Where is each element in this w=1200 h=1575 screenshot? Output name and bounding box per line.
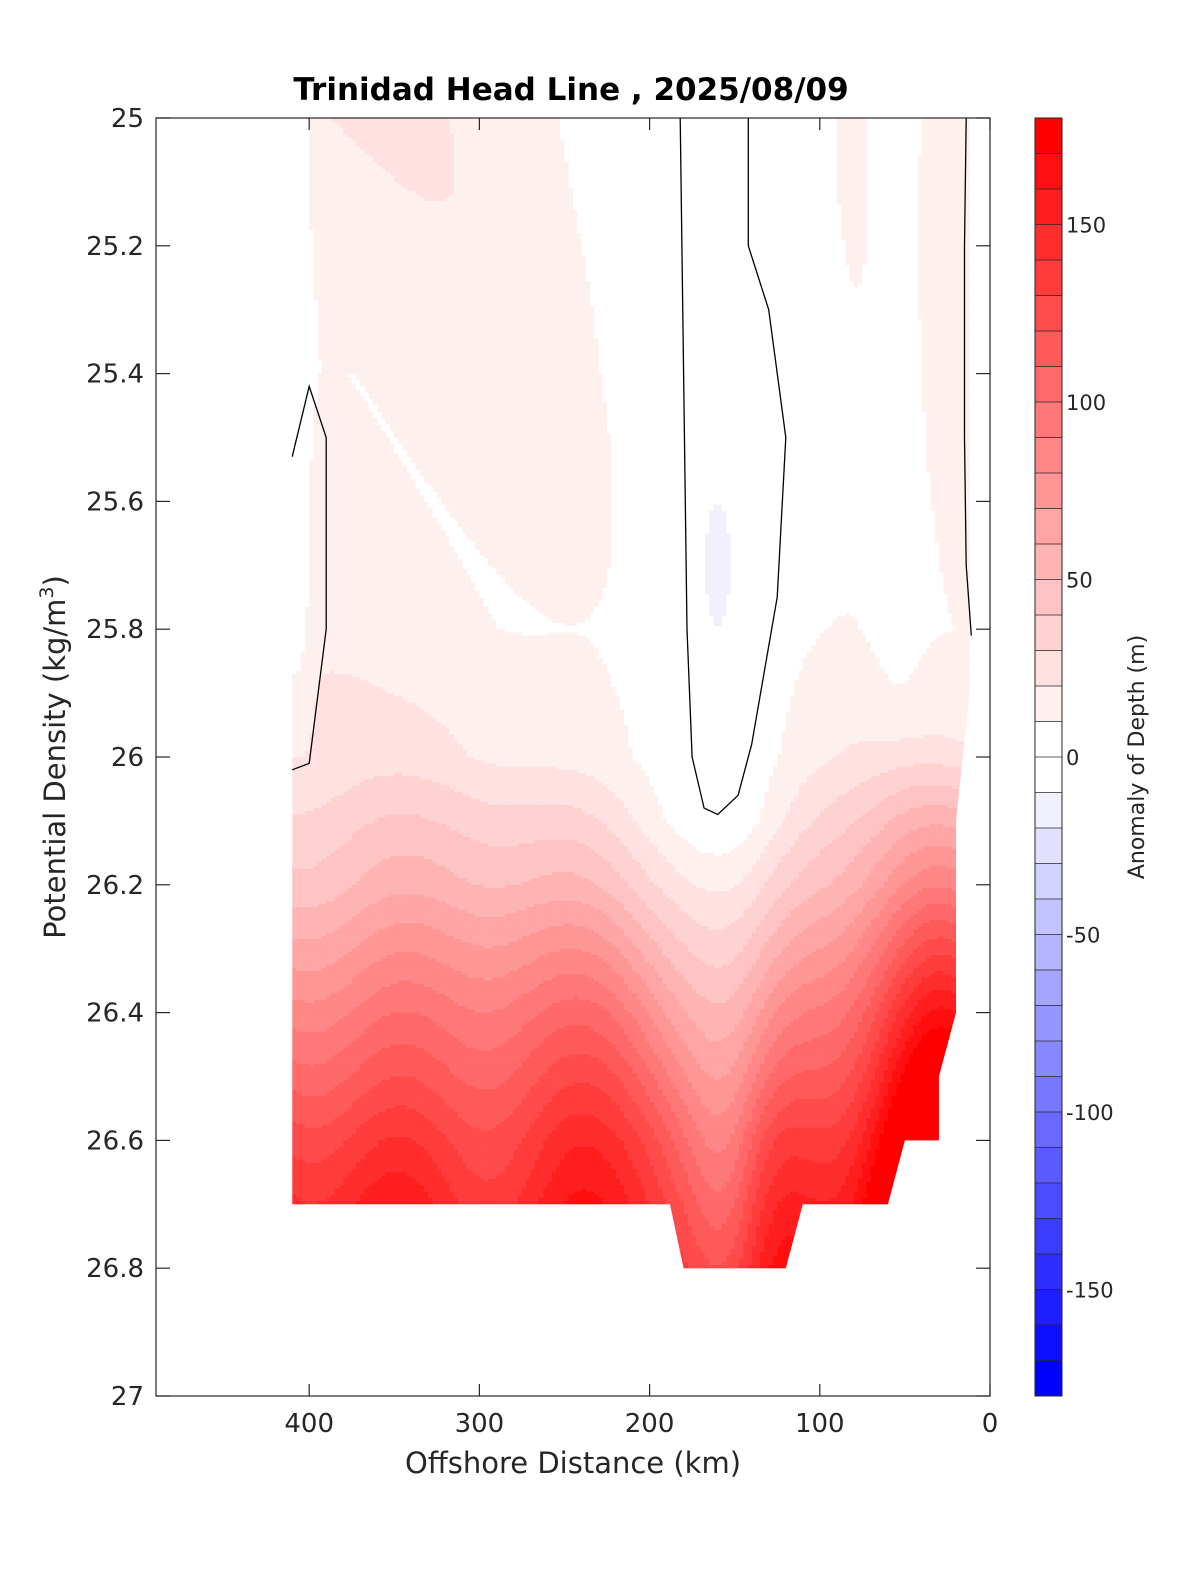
contour-chart: 400 300 200 100 0 2525.225.425.625.82626.226… bbox=[0, 0, 1200, 1575]
anomaly-field bbox=[292, 118, 973, 1272]
